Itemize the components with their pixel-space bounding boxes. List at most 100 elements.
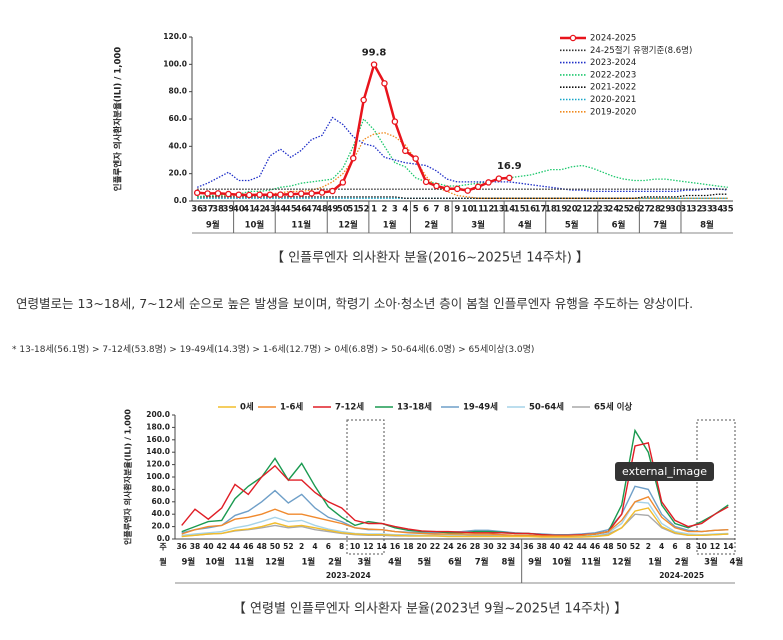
point xyxy=(266,191,274,198)
x-tick-label: 44 xyxy=(230,542,240,551)
y-tick-label: 40.0 xyxy=(168,141,187,150)
legend-label: 1-6세 xyxy=(280,402,303,413)
month-label: 12월 xyxy=(338,220,358,231)
month-label: 6월 xyxy=(448,557,462,568)
x-tick-label: 20 xyxy=(566,205,578,215)
chart-title: 【 인플루엔자 의사환자 분율(2016~2025년 14주차) 】 xyxy=(271,251,589,266)
x-tick-label: 5 xyxy=(413,205,419,215)
legend-label: 2022-2023 xyxy=(590,70,636,80)
x-tick-label: 27 xyxy=(639,205,651,215)
point xyxy=(193,189,201,197)
month-label: 1월 xyxy=(648,557,662,568)
x-tick-label: 17 xyxy=(535,205,547,215)
x-tick-label: 18 xyxy=(403,542,413,551)
x-tick-label: 14 xyxy=(503,205,515,215)
x-tick-label: 42 xyxy=(254,205,266,215)
y-tick-label: 140.0 xyxy=(146,447,170,456)
x-tick-label: 24 xyxy=(443,542,453,551)
point xyxy=(214,190,222,197)
x-tick-label: 13 xyxy=(493,205,505,215)
y-tick-label: 0.0 xyxy=(174,196,187,205)
month-label: 9월 xyxy=(206,220,220,231)
x-tick-label: 34 xyxy=(711,205,723,215)
x-tick-label: 32 xyxy=(496,542,506,551)
x-tick-label: 1 xyxy=(371,205,377,215)
x-tick-label: 42 xyxy=(216,542,226,551)
x-tick-label: 11 xyxy=(472,205,484,215)
point xyxy=(443,185,451,192)
month-label: 5월 xyxy=(565,220,579,231)
x-tick-label: 10 xyxy=(462,205,474,215)
legend-label: 2021-2022 xyxy=(590,83,636,93)
x-tick-label: 50 xyxy=(337,205,349,215)
x-tick-label: 33 xyxy=(701,205,713,215)
x-tick-label: 26 xyxy=(628,205,640,215)
month-label: 8월 xyxy=(700,220,714,231)
x-tick-label: 52 xyxy=(283,542,293,551)
month-label: 3월 xyxy=(471,220,485,231)
x-tick-label: 36 xyxy=(176,542,186,551)
legend-label: 65세 이상 xyxy=(594,402,632,413)
x-tick-label: 8 xyxy=(444,205,450,215)
x-tick-label: 45 xyxy=(285,205,297,215)
legend-label: 13-18세 xyxy=(397,402,432,413)
x-tick-label: 48 xyxy=(603,542,613,551)
chart-title: 【 연령별 인플루엔자 의사환자 분율(2023년 9월~2025년 14주차)… xyxy=(233,602,627,617)
x-tick-label: 26 xyxy=(456,542,466,551)
x-tick-label: 2 xyxy=(646,542,651,551)
series-line xyxy=(181,495,729,537)
x-tick-label: 10 xyxy=(350,542,360,551)
month-label: 3월 xyxy=(704,557,718,568)
series-line xyxy=(181,428,729,536)
month-label: 1월 xyxy=(301,557,315,568)
x-tick-label: 2 xyxy=(299,542,304,551)
point xyxy=(329,187,336,195)
point xyxy=(287,190,295,198)
y-tick-label: 180.0 xyxy=(146,422,170,431)
x-tick-label: 16 xyxy=(524,205,536,215)
y-tick-label: 80.0 xyxy=(168,87,187,96)
y-tick-label: 80.0 xyxy=(151,484,170,493)
x-tick-label: 48 xyxy=(256,542,266,551)
x-tick-label: 28 xyxy=(649,205,661,215)
legend-label: 7-12세 xyxy=(335,402,364,413)
x-tick-label: 3 xyxy=(392,205,398,215)
x-tick-label: 39 xyxy=(222,205,234,215)
point xyxy=(412,155,419,162)
month-label: 7월 xyxy=(653,220,667,231)
point xyxy=(225,190,232,198)
y-tick-label: 20.0 xyxy=(151,522,170,531)
y-tick-label: 100.0 xyxy=(146,472,170,481)
series-line xyxy=(197,61,510,197)
point xyxy=(402,147,409,155)
point xyxy=(422,178,430,186)
data-label: 99.8 xyxy=(362,48,387,59)
month-label: 4월 xyxy=(388,557,402,568)
x-tick-label: 6 xyxy=(672,542,677,551)
tooltip: external_image xyxy=(615,462,715,481)
x-tick-label: 9 xyxy=(454,205,460,215)
month-label: 10월 xyxy=(552,557,572,568)
x-tick-label: 30 xyxy=(483,542,493,551)
x-tick-label: 48 xyxy=(316,205,328,215)
legend-label: 2020-2021 xyxy=(590,95,636,105)
x-tick-label: 40 xyxy=(233,205,245,215)
y-tick-label: 200.0 xyxy=(146,410,170,419)
x-tick-label: 20 xyxy=(416,542,426,551)
point xyxy=(308,190,315,197)
x-tick-label: 46 xyxy=(295,205,307,215)
x-tick-label: 12 xyxy=(710,542,720,551)
x-tick-label: 4 xyxy=(659,542,664,551)
x-tick-label: 14 xyxy=(723,542,733,551)
series-line xyxy=(181,501,729,537)
x-tick-label: 22 xyxy=(587,205,599,215)
point xyxy=(495,175,503,182)
month-label: 10월 xyxy=(245,220,265,231)
point xyxy=(235,191,243,198)
x-tick-label: 7 xyxy=(434,205,440,215)
legend-label: 2019-2020 xyxy=(590,107,636,117)
data-label: 16.9 xyxy=(497,161,522,172)
point xyxy=(474,183,482,191)
point xyxy=(277,191,284,198)
